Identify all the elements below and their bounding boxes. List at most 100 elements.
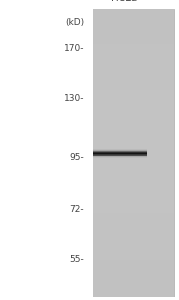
Bar — [93, 64, 174, 67]
Bar — [93, 219, 174, 222]
Bar — [93, 231, 174, 234]
Bar — [93, 101, 174, 104]
Bar — [93, 150, 174, 153]
Bar — [93, 260, 174, 262]
Text: 170-: 170- — [64, 44, 84, 53]
Bar — [93, 116, 174, 118]
Bar — [93, 75, 174, 78]
Bar — [93, 202, 174, 205]
Text: 95-: 95- — [69, 153, 84, 162]
Bar — [93, 196, 174, 199]
Bar — [93, 257, 174, 260]
Bar — [93, 254, 174, 257]
Bar — [93, 49, 174, 52]
Bar — [93, 245, 174, 248]
Text: 55-: 55- — [69, 255, 84, 264]
Bar — [93, 124, 174, 127]
Bar — [93, 9, 174, 12]
Text: 130-: 130- — [64, 94, 84, 103]
Bar — [93, 127, 174, 130]
Bar — [93, 225, 174, 228]
Bar — [93, 26, 174, 29]
Bar — [93, 23, 174, 26]
Bar — [93, 214, 174, 216]
Bar — [93, 228, 174, 231]
Bar — [93, 216, 174, 219]
Bar — [93, 190, 174, 193]
Bar — [93, 142, 174, 144]
Bar — [93, 234, 174, 236]
Bar — [93, 205, 174, 208]
Bar — [93, 288, 174, 291]
Bar — [93, 199, 174, 202]
Bar — [93, 98, 174, 101]
Bar — [93, 72, 174, 75]
Bar — [93, 44, 174, 46]
Bar — [93, 185, 174, 188]
Text: HeLa: HeLa — [111, 0, 137, 4]
Bar — [93, 104, 174, 107]
Bar — [93, 173, 174, 176]
Bar — [93, 147, 174, 150]
Bar — [93, 193, 174, 196]
Bar — [93, 283, 174, 286]
Bar — [93, 130, 174, 133]
Bar — [93, 211, 174, 214]
Bar — [93, 20, 174, 23]
Bar — [93, 121, 174, 124]
Bar — [93, 113, 174, 116]
Bar — [93, 156, 174, 159]
Bar — [93, 95, 174, 98]
Bar — [93, 271, 174, 274]
Bar — [93, 265, 174, 268]
Bar — [93, 32, 174, 35]
Bar — [93, 251, 174, 254]
Bar — [93, 291, 174, 294]
Bar — [93, 90, 174, 92]
Bar — [93, 87, 174, 90]
Bar — [93, 41, 174, 44]
Bar — [93, 35, 174, 38]
Bar — [93, 29, 174, 32]
Bar — [93, 78, 174, 81]
Bar — [93, 286, 174, 288]
Bar — [93, 170, 174, 173]
Bar — [93, 274, 174, 277]
Bar — [93, 52, 174, 55]
Text: (kD): (kD) — [65, 18, 84, 27]
Bar — [93, 81, 174, 84]
Bar — [93, 70, 174, 72]
Bar — [93, 239, 174, 242]
Bar — [93, 136, 174, 139]
Bar — [93, 84, 174, 87]
Bar — [93, 179, 174, 182]
Bar — [93, 294, 174, 297]
Bar — [93, 268, 174, 271]
Bar — [93, 144, 174, 147]
Bar — [93, 18, 174, 20]
Bar — [93, 118, 174, 121]
Bar — [93, 58, 174, 61]
Bar — [93, 176, 174, 179]
Bar — [93, 46, 174, 49]
Bar — [93, 61, 174, 64]
Bar — [93, 159, 174, 162]
Bar — [93, 139, 174, 142]
Bar — [93, 236, 174, 239]
Bar — [93, 182, 174, 185]
Bar — [93, 15, 174, 18]
Bar — [93, 9, 174, 297]
Bar — [93, 55, 174, 58]
Text: 72-: 72- — [69, 205, 84, 214]
Bar — [93, 280, 174, 283]
Bar — [93, 133, 174, 136]
Bar — [93, 38, 174, 41]
Bar — [93, 67, 174, 70]
Bar — [93, 188, 174, 190]
Bar — [93, 153, 174, 156]
Bar — [93, 242, 174, 245]
Bar — [93, 208, 174, 211]
Bar — [93, 262, 174, 265]
Bar — [93, 277, 174, 280]
Bar — [93, 167, 174, 170]
